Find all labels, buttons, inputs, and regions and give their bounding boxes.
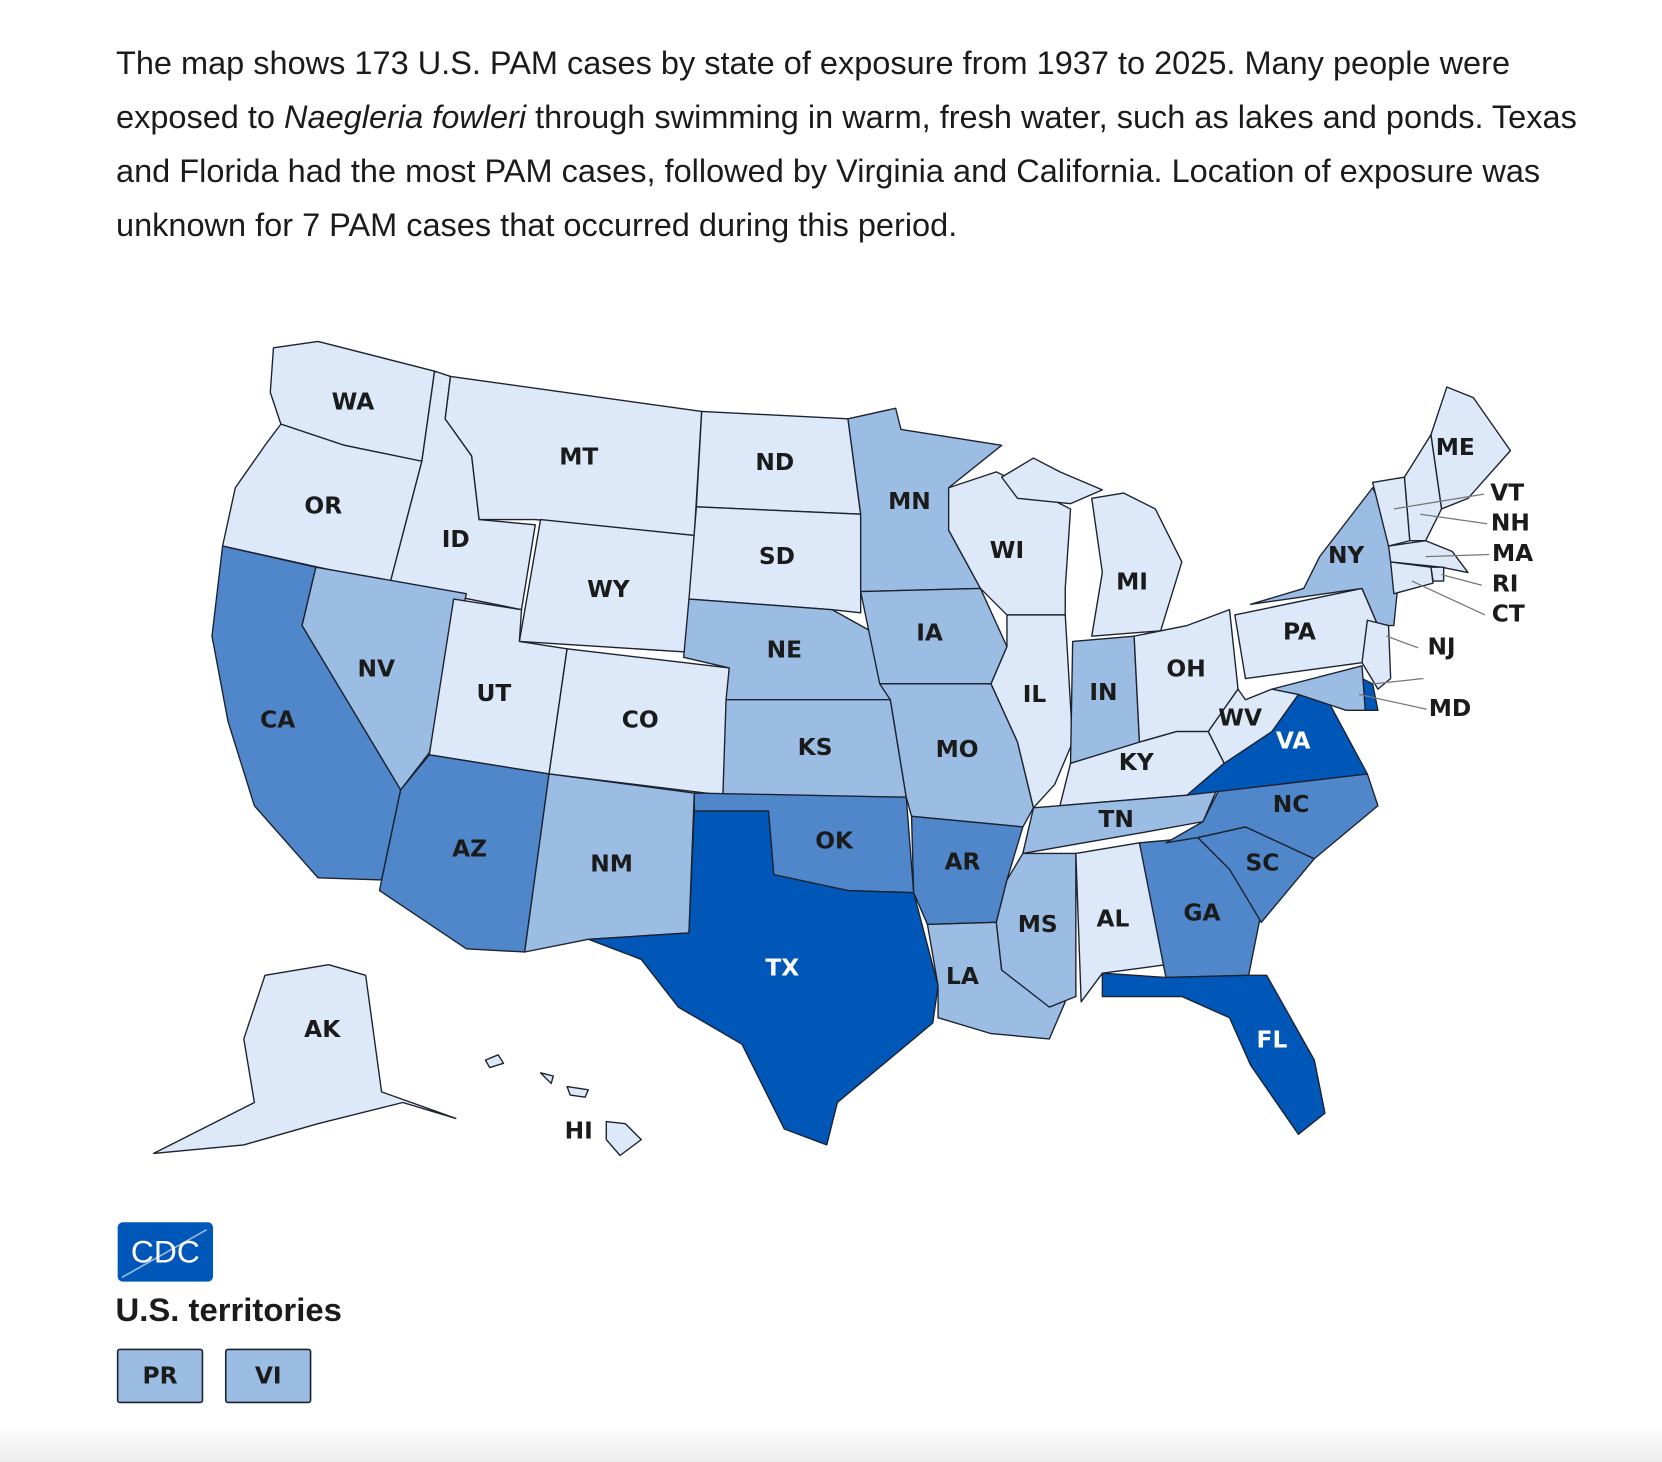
states: WA OR CA ID NV MT WY UT CO AZ NM ND SD NE KS OK TX MN IA MO… <box>153 340 1533 1157</box>
intro-text: The map shows 173 U.S. PAM cases by stat… <box>116 36 1626 252</box>
state-label: WI <box>990 537 1024 564</box>
state-label: LA <box>946 963 979 990</box>
territory-box <box>116 1348 204 1404</box>
species-name: Naegleria fowleri <box>284 99 527 135</box>
state-shape <box>153 964 457 1155</box>
state-label: RI <box>1492 571 1519 598</box>
state-label: TX <box>765 954 799 981</box>
intro-after: through swimming in warm, fresh water, s… <box>116 99 1577 243</box>
state-label: AR <box>944 848 980 875</box>
logo-stripe <box>121 1229 208 1279</box>
state-label: AZ <box>452 836 487 863</box>
state-label: ID <box>442 526 470 553</box>
leader-line <box>1420 513 1488 525</box>
state-label: PA <box>1283 618 1316 645</box>
state-shape <box>1000 457 1183 637</box>
leader-line <box>1393 493 1485 510</box>
leader-line <box>1425 553 1490 558</box>
state-label: IA <box>916 620 943 647</box>
state-label: AL <box>1097 906 1130 933</box>
state-shape <box>1361 619 1392 690</box>
state-label: MS <box>1018 911 1058 938</box>
leader-line <box>1373 677 1424 685</box>
state-shape <box>1371 476 1411 547</box>
state-label: MT <box>559 444 598 471</box>
state-label: IL <box>1023 681 1047 708</box>
leader-line <box>1358 693 1427 710</box>
page-footer-shade <box>0 1424 1662 1462</box>
state-label: WV <box>1218 704 1262 731</box>
state-shape <box>1075 842 1167 1003</box>
state-label: OH <box>1166 656 1205 683</box>
state-label: OK <box>815 827 854 854</box>
state-label: MD <box>1429 695 1472 722</box>
state-shape <box>688 506 862 614</box>
state-label: NH <box>1491 509 1530 536</box>
state-label: HI <box>565 1118 593 1145</box>
logo-text: CDC <box>131 1233 200 1269</box>
state-label: NV <box>358 656 396 683</box>
state-label: SD <box>759 543 795 570</box>
state-label: ND <box>755 449 794 476</box>
state-label: GA <box>1183 899 1220 926</box>
state-shape <box>1389 561 1434 595</box>
state-label: CT <box>1492 600 1525 627</box>
state-label: MI <box>1116 569 1148 596</box>
state-label: NC <box>1273 791 1310 818</box>
leader-line <box>1386 635 1419 649</box>
state-shape <box>1101 972 1326 1135</box>
state-label: SC <box>1245 850 1279 877</box>
state-label: WY <box>587 576 631 603</box>
state-label: UT <box>477 680 512 707</box>
territories-title: U.S. territories <box>116 1291 342 1328</box>
state-label: VA <box>1276 728 1310 755</box>
state-label: MN <box>888 488 931 515</box>
state-label: IN <box>1089 679 1117 706</box>
state-label: CA <box>260 706 295 733</box>
state-label: MA <box>1492 540 1533 567</box>
state-label: FL <box>1257 1027 1288 1054</box>
state-label: NJ <box>1427 633 1455 660</box>
territory-box <box>224 1348 312 1404</box>
state-shape <box>1165 773 1379 860</box>
state-label: AK <box>304 1016 341 1043</box>
state-label: CO <box>622 706 659 733</box>
state-label: NM <box>590 851 633 878</box>
leader-line <box>1441 574 1482 586</box>
leader-line <box>1411 580 1486 616</box>
state-label: WA <box>332 388 375 415</box>
state-label: ME <box>1436 434 1475 461</box>
state-shape <box>587 810 939 1146</box>
territories: PR VI <box>116 1348 312 1404</box>
state-shape <box>484 1054 642 1157</box>
state-shape <box>1271 665 1366 712</box>
state-shape <box>1022 783 1220 855</box>
state-label: VT <box>1490 480 1524 507</box>
state-label: DE <box>1429 664 1464 691</box>
state-label: TN <box>1098 806 1133 833</box>
state-label: NE <box>767 636 802 663</box>
cdc-logo: CDC <box>117 1222 214 1282</box>
territory-label: VI <box>255 1363 282 1390</box>
intro-before: The map shows 173 U.S. PAM cases by stat… <box>116 45 1511 135</box>
state-label: KY <box>1119 749 1155 776</box>
state-label: NY <box>1328 542 1365 569</box>
state-shape <box>995 852 1077 1008</box>
state-label: OR <box>304 492 342 519</box>
territory-label: PR <box>143 1363 178 1390</box>
state-label: KS <box>798 734 833 761</box>
state-label: MO <box>936 736 979 763</box>
